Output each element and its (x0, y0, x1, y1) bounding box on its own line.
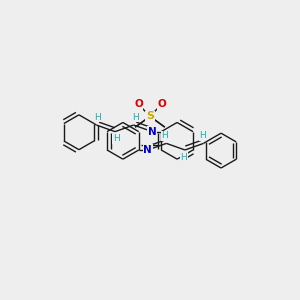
Text: S: S (146, 111, 154, 122)
Text: N: N (143, 145, 152, 155)
Text: H: H (161, 131, 168, 140)
Text: O: O (157, 99, 166, 110)
Text: H: H (132, 113, 139, 122)
Text: O: O (134, 99, 143, 110)
Text: H: H (180, 153, 187, 162)
Text: H: H (94, 113, 101, 122)
Text: N: N (148, 127, 157, 136)
Text: H: H (113, 134, 120, 143)
Text: H: H (199, 131, 206, 140)
